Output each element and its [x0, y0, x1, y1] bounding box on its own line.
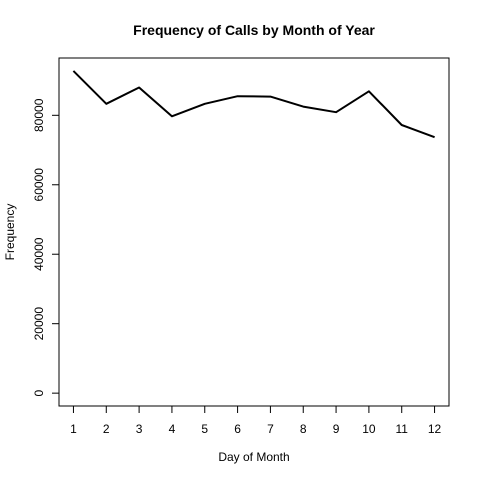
series-line [73, 71, 434, 137]
x-tick-label: 8 [300, 422, 307, 436]
y-tick-label: 60000 [32, 168, 46, 202]
x-tick-label: 4 [169, 422, 176, 436]
x-tick-label: 2 [103, 422, 110, 436]
y-axis: 0 20000 40000 60000 80000 [32, 98, 59, 396]
x-tick-label: 11 [395, 422, 408, 436]
y-tick-label: 0 [32, 389, 46, 396]
chart-title: Frequency of Calls by Month of Year [133, 22, 375, 38]
x-tick-label: 10 [362, 422, 376, 436]
plot-frame [59, 58, 449, 406]
x-tick-label: 3 [136, 422, 143, 436]
x-axis-label: Day of Month [218, 450, 289, 464]
y-axis-label: Frequency [3, 204, 17, 261]
x-tick-label: 9 [333, 422, 340, 436]
series-layer [73, 71, 434, 137]
y-tick-label: 20000 [32, 307, 46, 341]
y-tick-label: 80000 [32, 98, 46, 132]
x-tick-label: 7 [267, 422, 274, 436]
x-tick-label: 6 [234, 422, 241, 436]
x-tick-label: 12 [428, 422, 442, 436]
x-tick-label: 1 [70, 422, 77, 436]
y-tick-label: 40000 [32, 237, 46, 271]
x-tick-label: 5 [201, 422, 208, 436]
